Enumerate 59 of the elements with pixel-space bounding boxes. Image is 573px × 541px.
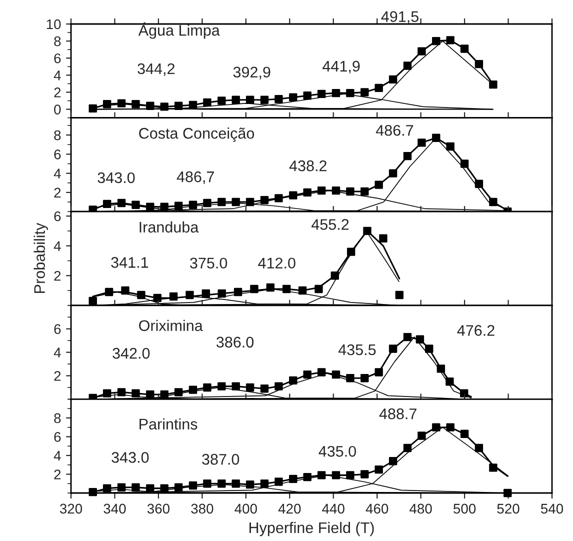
text: Parintins — [140, 418, 198, 430]
annotation: 455.2 — [311, 219, 349, 230]
y-tick-label: 6 — [54, 150, 61, 160]
annotation: 392,9 — [233, 66, 270, 80]
annotation: 438.2 — [289, 160, 326, 172]
annotation: 341.1 — [111, 257, 148, 268]
y-tick-label: 4 — [54, 168, 61, 178]
text: Iranduba — [140, 221, 199, 233]
x-tick-label: 440 — [322, 504, 344, 514]
x-tick-label: 500 — [454, 504, 476, 514]
y-tick-label: 6 — [54, 53, 61, 64]
x-tick-label: 320 — [60, 504, 82, 514]
y-tick-label: 4 — [54, 450, 61, 461]
annotation: 488.7 — [379, 408, 416, 420]
y-tick-label: 8 — [54, 130, 61, 140]
y-tick-label: 2 — [54, 371, 61, 381]
annotation: 344,2 — [138, 63, 174, 76]
x-tick-label: 480 — [410, 504, 432, 514]
y-tick-label: 6 — [54, 324, 61, 334]
y-tick-label: 4 — [54, 70, 61, 80]
x-tick-label: 360 — [147, 504, 170, 514]
y-tick-label: 2 — [54, 470, 61, 480]
annotation: 435.5 — [338, 344, 376, 356]
y-tick-label: 8 — [54, 413, 61, 424]
chart-title: Água Limpa — [138, 22, 220, 39]
text: Costa Conceição — [139, 128, 254, 142]
annotation: 343.0 — [98, 172, 135, 184]
text: 491,5 — [381, 11, 418, 24]
annotation: 412.0 — [258, 258, 296, 269]
x-axis-title: Hyperfine Field (T) — [250, 522, 374, 536]
x-tick-label: 380 — [191, 504, 214, 514]
x-tick-label: 460 — [366, 504, 388, 514]
annotation: 342.0 — [112, 348, 150, 359]
annotation: 386.0 — [216, 336, 254, 348]
text: Oriximina — [139, 320, 203, 332]
x-tick-label: 400 — [234, 504, 257, 514]
x-tick-label: 420 — [278, 504, 301, 514]
annotation: 375.0 — [190, 258, 228, 269]
y-axis-title: Probability — [34, 222, 48, 293]
x-tick-label: 340 — [104, 504, 126, 514]
y-tick-label: 2 — [54, 88, 61, 98]
y-tick-label: 10 — [46, 19, 61, 30]
annotation: 435.0 — [318, 446, 356, 457]
y-tick-label: 2 — [54, 270, 61, 281]
annotation: 343.0 — [112, 452, 149, 463]
x-tick-label: 520 — [497, 504, 520, 514]
y-tick-label: 8 — [54, 36, 61, 46]
y-tick-label: 0 — [54, 104, 61, 114]
y-tick-label: 6 — [54, 432, 61, 442]
annotation: 476.2 — [457, 325, 494, 336]
annotation: 486,7 — [176, 171, 214, 184]
y-tick-label: 6 — [54, 211, 61, 222]
y-tick-label: 4 — [54, 348, 61, 358]
annotation: 441,9 — [322, 60, 360, 74]
annotation: 387.0 — [202, 454, 240, 465]
annotation: 486.7 — [376, 124, 414, 136]
y-tick-label: 4 — [54, 241, 61, 251]
y-tick-label: 2 — [54, 188, 61, 198]
x-tick-label: 540 — [540, 504, 564, 514]
